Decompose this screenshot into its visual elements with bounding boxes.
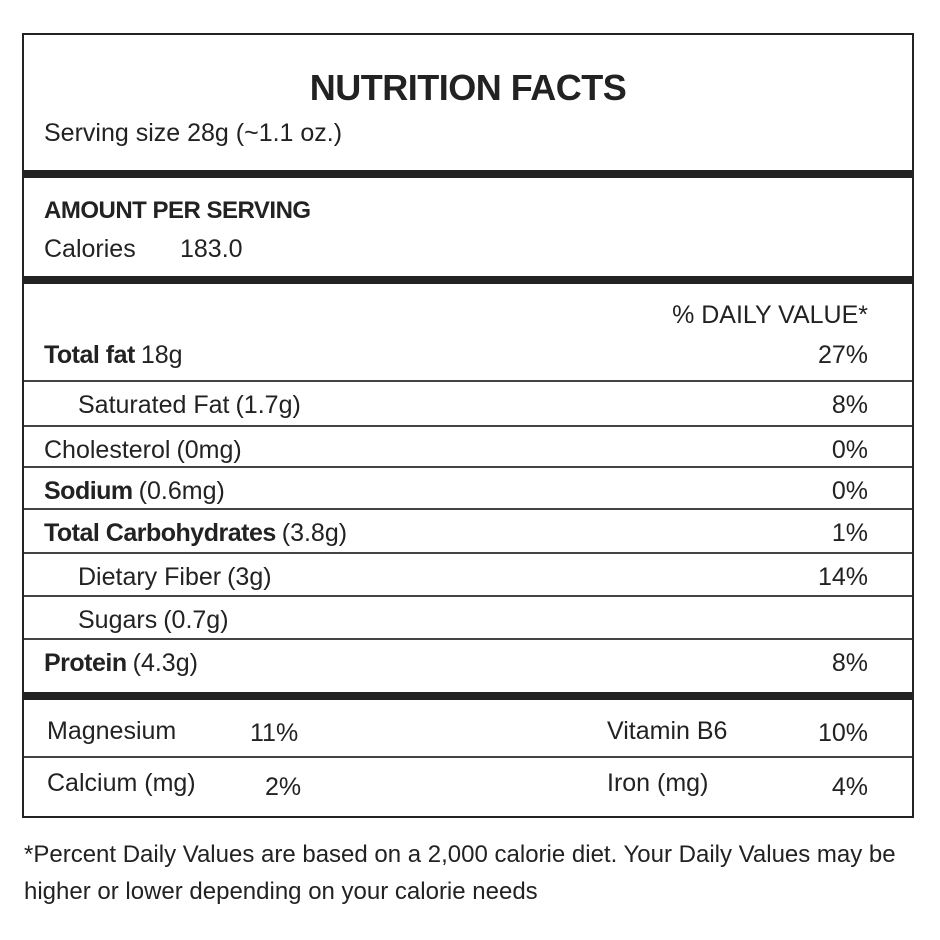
row-text: Sodium (0.6mg) xyxy=(44,476,225,506)
nutrient-amount: (3g) xyxy=(227,563,272,591)
nutrient-name: Dietary Fiber xyxy=(78,563,222,591)
daily-value: 0% xyxy=(831,477,868,505)
nutrient-amount: (0.7g) xyxy=(163,606,229,634)
title: NUTRITION FACTS xyxy=(309,67,627,108)
daily-value: 14% xyxy=(817,563,868,591)
nutrient-amount: (1.7g) xyxy=(235,391,301,419)
calories-label: Calories xyxy=(44,235,136,263)
divider xyxy=(24,170,912,178)
mineral-dv: 4% xyxy=(831,773,868,801)
nutrient-amount: (4.3g) xyxy=(132,649,198,677)
nutrient-amount: (0.6mg) xyxy=(138,477,225,505)
row-line xyxy=(24,552,912,554)
mineral-name: Magnesium xyxy=(47,717,177,745)
serving-size: Serving size 28g (~1.1 oz.) xyxy=(44,119,343,147)
nutrient-name: Sodium xyxy=(44,477,133,505)
amount-heading: AMOUNT PER SERVING xyxy=(44,197,311,224)
mineral-dv: 10% xyxy=(817,719,868,747)
row-line xyxy=(24,380,912,382)
row-text: Total fat 18g xyxy=(44,340,183,370)
calories-value: 183.0 xyxy=(180,235,243,263)
row-text: Dietary Fiber (3g) xyxy=(78,562,272,592)
mineral-name: Iron (mg) xyxy=(607,769,709,797)
row-line xyxy=(24,756,912,758)
nutrient-amount: 18g xyxy=(140,341,183,369)
row-text: Cholesterol (0mg) xyxy=(44,435,242,465)
mineral-name: Vitamin B6 xyxy=(607,717,728,745)
row-line xyxy=(24,466,912,468)
nutrient-name: Total fat xyxy=(44,341,135,369)
daily-value: 0% xyxy=(831,436,868,464)
daily-value: 8% xyxy=(831,391,868,419)
row-line xyxy=(24,508,912,510)
row-text: Protein (4.3g) xyxy=(44,648,198,678)
mineral-dv: 2% xyxy=(265,773,302,801)
divider xyxy=(24,692,912,700)
mineral-dv: 11% xyxy=(250,719,299,747)
daily-value: 1% xyxy=(831,519,868,547)
nutrient-name: Cholesterol xyxy=(44,436,171,464)
label-box xyxy=(22,33,914,818)
nutrient-name: Saturated Fat xyxy=(78,391,230,419)
daily-value: 27% xyxy=(817,341,868,369)
row-line xyxy=(24,638,912,640)
mineral-name: Calcium (mg) xyxy=(47,769,196,797)
daily-value: 8% xyxy=(831,649,868,677)
divider xyxy=(24,276,912,284)
nutrient-amount: (3.8g) xyxy=(281,519,348,547)
row-line xyxy=(24,425,912,427)
footnote: *Percent Daily Values are based on a 2,0… xyxy=(24,841,896,905)
row-text: Sugars (0.7g) xyxy=(78,605,229,635)
nutrient-name: Total Carbohydrates xyxy=(44,519,276,547)
row-line xyxy=(24,595,912,597)
row-text: Saturated Fat (1.7g) xyxy=(78,390,301,420)
row-text: Total Carbohydrates (3.8g) xyxy=(44,518,347,548)
daily-value-heading: % DAILY VALUE* xyxy=(672,301,868,329)
nutrient-amount: (0mg) xyxy=(176,436,242,464)
nutrient-name: Protein xyxy=(44,649,127,677)
nutrient-name: Sugars xyxy=(78,606,158,634)
